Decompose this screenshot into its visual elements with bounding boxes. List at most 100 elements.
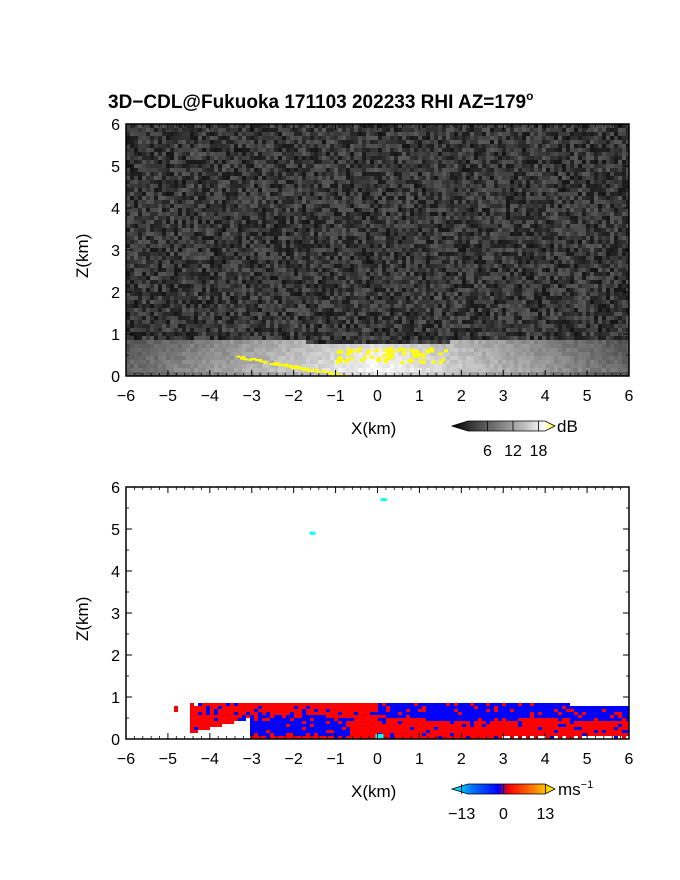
snr-pixel — [534, 172, 538, 176]
snr-pixel — [298, 184, 302, 188]
snr-pixel — [262, 156, 266, 160]
snr-pixel — [458, 236, 462, 240]
snr-pixel — [394, 160, 398, 164]
snr-pixel — [610, 128, 614, 132]
snr-pixel — [626, 156, 629, 160]
snr-pixel — [626, 140, 629, 144]
snr-pixel — [546, 224, 550, 228]
snr-pixel — [446, 236, 450, 240]
snr-pixel — [514, 168, 518, 172]
snr-pixel — [298, 180, 302, 184]
snr-pixel — [518, 216, 522, 220]
snr-pixel — [270, 184, 274, 188]
snr-pixel — [254, 204, 258, 208]
snr-pixel — [414, 144, 418, 148]
snr-pixel — [386, 164, 390, 168]
snr-pixel — [474, 164, 478, 168]
snr-pixel — [366, 248, 370, 252]
snr-pixel — [306, 264, 310, 268]
snr-pixel — [574, 132, 578, 136]
snr-pixel — [210, 224, 214, 228]
snr-pixel — [510, 160, 514, 164]
snr-pixel — [474, 168, 478, 172]
snr-pixel — [274, 224, 278, 228]
snr-pixel — [186, 236, 190, 240]
snr-pixel — [474, 156, 478, 160]
snr-pixel — [278, 176, 282, 180]
snr-pixel — [562, 204, 566, 208]
snr-pixel — [522, 228, 526, 232]
snr-pixel — [154, 176, 158, 180]
snr-pixel — [534, 160, 538, 164]
snr-pixel — [294, 132, 298, 136]
snr-pixel — [230, 172, 234, 176]
snr-pixel — [422, 268, 426, 272]
snr-pixel — [410, 280, 414, 284]
snr-pixel — [566, 136, 570, 140]
snr-pixel — [574, 176, 578, 180]
snr-pixel — [274, 164, 278, 168]
snr-pixel — [606, 144, 610, 148]
snr-pixel — [286, 272, 290, 276]
snr-pixel — [394, 132, 398, 136]
snr-pixel — [214, 188, 218, 192]
snr-pixel — [582, 252, 586, 256]
snr-pixel — [598, 128, 602, 132]
snr-pixel — [414, 244, 418, 248]
snr-pixel — [398, 256, 402, 260]
snr-pixel — [622, 156, 626, 160]
snr-pixel — [610, 140, 614, 144]
snr-pixel — [334, 228, 338, 232]
snr-pixel — [582, 220, 586, 224]
snr-pixel — [490, 180, 494, 184]
snr-pixel — [398, 172, 402, 176]
snr-pixel — [230, 232, 234, 236]
snr-pixel — [494, 228, 498, 232]
snr-pixel — [410, 136, 414, 140]
snr-pixel — [326, 240, 330, 244]
snr-pixel — [198, 272, 202, 276]
snr-pixel — [202, 248, 206, 252]
snr-pixel — [150, 152, 154, 156]
snr-pixel — [310, 136, 314, 140]
snr-pixel — [558, 276, 562, 280]
snr-pixel — [482, 128, 486, 132]
snr-pixel — [530, 276, 534, 280]
snr-pixel — [142, 260, 146, 264]
snr-pixel — [526, 140, 530, 144]
snr-pixel — [566, 264, 570, 268]
snr-pixel — [318, 180, 322, 184]
snr-pixel — [322, 252, 326, 256]
snr-pixel — [574, 140, 578, 144]
snr-pixel — [534, 196, 538, 200]
snr-pixel — [570, 128, 574, 132]
snr-pixel — [446, 172, 450, 176]
snr-pixel — [566, 252, 570, 256]
snr-pixel — [602, 252, 606, 256]
snr-pixel — [534, 136, 538, 140]
snr-pixel — [602, 212, 606, 216]
snr-pixel — [158, 156, 162, 160]
snr-pixel — [218, 208, 222, 212]
snr-pixel — [446, 156, 450, 160]
snr-pixel — [254, 228, 258, 232]
snr-pixel — [578, 256, 582, 260]
snr-pixel — [206, 188, 210, 192]
snr-pixel — [242, 204, 246, 208]
snr-pixel — [222, 128, 226, 132]
snr-pixel — [494, 276, 498, 280]
snr-pixel — [458, 256, 462, 260]
snr-pixel — [282, 260, 286, 264]
snr-pixel — [250, 220, 254, 224]
snr-pixel — [346, 168, 350, 172]
snr-pixel — [178, 220, 182, 224]
snr-pixel — [614, 248, 618, 252]
snr-pixel — [310, 172, 314, 176]
snr-pixel — [514, 208, 518, 212]
snr-pixel — [486, 236, 490, 240]
snr-pixel — [166, 272, 170, 276]
snr-pixel — [162, 228, 166, 232]
snr-pixel — [162, 200, 166, 204]
snr-pixel — [526, 268, 530, 272]
snr-pixel — [550, 256, 554, 260]
